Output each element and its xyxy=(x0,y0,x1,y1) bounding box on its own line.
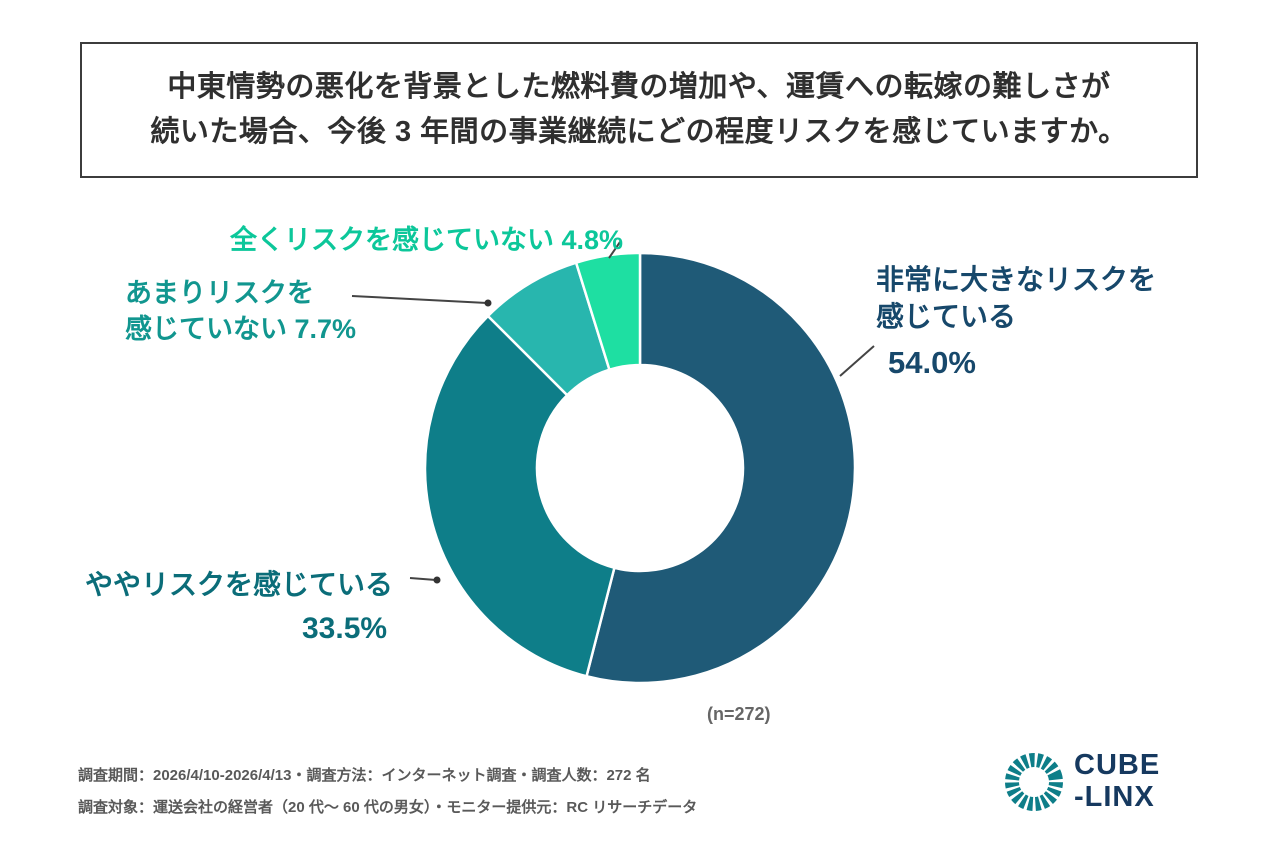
callout-little-risk-line-1: あまりリスクを xyxy=(125,278,314,308)
question-title-box: 中東情勢の悪化を背景とした燃料費の増加や、運賃への転嫁の難しさが 続いた場合、今… xyxy=(80,42,1198,178)
callout-no-risk-label: 全くリスクを感じていない 4.8% xyxy=(230,225,624,255)
survey-info: 調査期間：2026/4/10-2026/4/13・調査方法：インターネット調査・… xyxy=(78,760,697,823)
callout-very-large-risk-line-2: 感じている xyxy=(876,300,1017,332)
donut-segment-4 xyxy=(574,251,642,372)
cubelinx-logo-line-1: CUBE xyxy=(1074,749,1161,782)
callout-no-risk: 全くリスクを感じていない 4.8% xyxy=(230,218,623,257)
callout-little-risk: あまりリスクを 感じていない 7.7% xyxy=(125,276,356,347)
survey-info-line-1: 調査期間：2026/4/10-2026/4/13・調査方法：インターネット調査・… xyxy=(78,767,651,784)
callout-some-risk-value: 33.5% xyxy=(302,612,388,645)
cubelinx-logo-line-2: -LINX xyxy=(1074,781,1155,813)
donut-segment-2 xyxy=(423,314,616,678)
callout-very-large-risk: 非常に大きなリスクを 感じている xyxy=(876,262,1156,336)
donut-chart xyxy=(423,251,857,685)
cubelinx-logo: CUBE -LINX xyxy=(1002,749,1161,814)
callout-very-large-risk-line-1: 非常に大きなリスクを xyxy=(876,264,1157,295)
cubelinx-logo-text: CUBE -LINX xyxy=(1074,749,1161,814)
donut-segment-1 xyxy=(585,251,857,685)
sample-size-label: (n=272) xyxy=(707,704,771,724)
question-title-line-2: 続いた場合、今後 3 年間の事業継続にどの程度リスクを感じていますか。 xyxy=(150,116,1128,148)
callout-some-risk: ややリスクを感じている xyxy=(85,569,394,600)
cubelinx-logo-icon xyxy=(1005,753,1063,811)
survey-info-line-2: 調査対象：運送会社の経営者（20 代〜 60 代の男女）・モニター提供元：RC … xyxy=(78,798,698,816)
callout-little-risk-line-2: 感じていない 7.7% xyxy=(125,313,357,344)
callout-very-large-risk-value: 54.0% xyxy=(888,345,976,380)
question-title-line-1: 中東情勢の悪化を背景とした燃料費の増加や、運賃への転嫁の難しさが xyxy=(167,71,1111,104)
